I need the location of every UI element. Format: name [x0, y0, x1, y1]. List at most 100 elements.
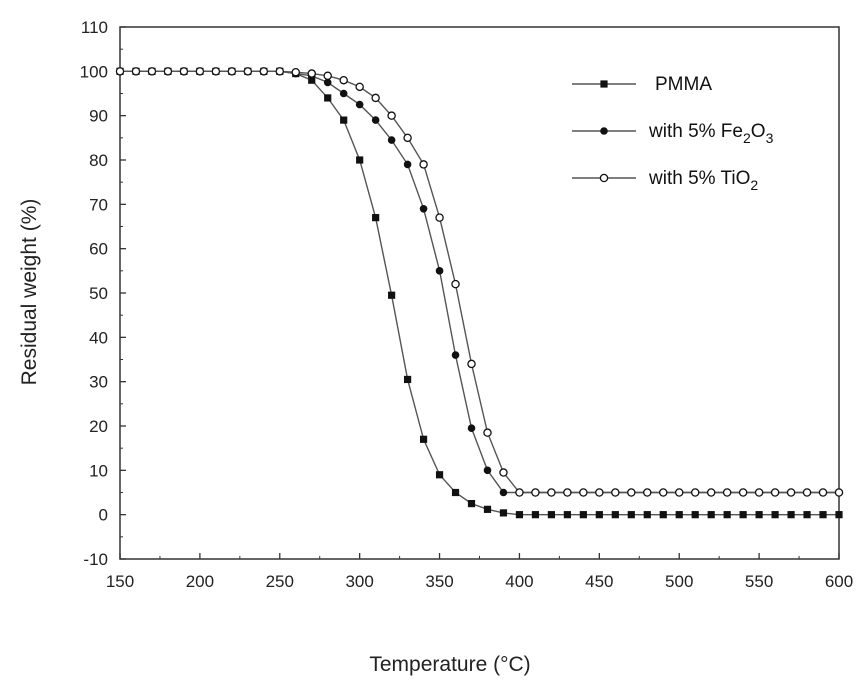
data-point — [131, 67, 141, 76]
axis-ticks: 150 200 250 300 350 400 450 500 550 600 -10 0 10 20 30… — [80, 18, 854, 591]
data-point — [435, 267, 444, 275]
y-tick-label: 10 — [89, 461, 108, 480]
data-point — [690, 488, 700, 497]
data-point — [643, 511, 651, 519]
data-point — [483, 505, 492, 513]
data-point — [754, 488, 764, 497]
data-point — [404, 375, 412, 384]
data-point — [819, 511, 827, 519]
data-point — [435, 213, 444, 222]
y-tick-label: 20 — [89, 417, 108, 436]
data-point — [563, 511, 571, 519]
series-2 — [115, 67, 844, 497]
series-line — [120, 70, 839, 494]
data-point — [691, 511, 699, 519]
data-point — [356, 156, 364, 164]
data-point — [786, 488, 796, 497]
data-point — [611, 511, 619, 519]
data-point — [339, 75, 348, 85]
data-point — [547, 488, 556, 497]
data-point — [483, 466, 492, 475]
data-point — [451, 488, 460, 497]
legend-marker — [599, 173, 609, 183]
x-tick-label: 150 — [106, 572, 134, 591]
y-tick-label: 40 — [89, 328, 108, 347]
data-point — [355, 82, 364, 92]
x-tick-label: 300 — [345, 572, 373, 591]
data-point — [387, 136, 396, 144]
data-point — [547, 511, 555, 519]
data-point — [323, 78, 332, 87]
x-tick-label: 500 — [665, 572, 693, 591]
legend-item-0: PMMA — [572, 74, 712, 95]
data-point — [419, 160, 428, 169]
data-point — [435, 471, 444, 479]
data-point — [818, 488, 828, 497]
data-point — [658, 488, 668, 497]
data-point — [451, 279, 460, 289]
data-point — [372, 214, 380, 222]
data-point — [803, 511, 811, 519]
legend: PMMA with 5% Fe2O3 with 5% TiO2 — [572, 74, 774, 193]
data-point — [706, 488, 716, 497]
data-point — [403, 133, 412, 143]
data-point — [195, 67, 205, 76]
data-point — [339, 89, 348, 98]
x-tick-label: 550 — [745, 572, 773, 591]
y-tick-label: 50 — [89, 284, 108, 303]
x-tick-label: 600 — [825, 572, 853, 591]
y-tick-label: 30 — [89, 373, 108, 392]
data-point — [579, 511, 587, 519]
data-point — [611, 488, 620, 497]
data-point — [643, 488, 652, 497]
y-tick-label: 70 — [89, 195, 108, 214]
data-point — [387, 111, 396, 120]
data-point — [147, 67, 157, 76]
data-point — [627, 488, 636, 497]
legend-label: with 5% TiO2 — [648, 168, 758, 193]
data-point — [115, 67, 125, 76]
legend-label: with 5% Fe2O3 — [648, 121, 774, 146]
data-point — [755, 511, 763, 519]
data-point — [227, 67, 237, 76]
data-point — [371, 93, 380, 103]
y-tick-label: -10 — [83, 550, 108, 569]
data-point — [659, 511, 667, 519]
data-point — [579, 488, 588, 497]
data-point — [340, 116, 348, 124]
legend-marker — [600, 127, 608, 135]
plot-frame — [119, 26, 840, 560]
legend-marker — [600, 80, 608, 88]
y-tick-label: 110 — [81, 18, 108, 37]
data-point — [467, 359, 476, 369]
data-point — [515, 488, 524, 497]
data-point — [834, 488, 844, 497]
x-tick-label: 350 — [425, 572, 453, 591]
x-tick-label: 450 — [585, 572, 613, 591]
data-point — [515, 511, 524, 519]
data-point — [211, 67, 221, 76]
data-point — [499, 509, 508, 517]
data-point — [275, 67, 285, 76]
data-point — [675, 511, 683, 519]
data-point — [403, 160, 412, 169]
data-point — [738, 488, 748, 497]
y-tick-label: 80 — [89, 151, 108, 170]
data-point — [499, 468, 508, 477]
data-point — [371, 116, 380, 124]
data-point — [595, 488, 604, 497]
y-tick-label: 60 — [89, 240, 108, 259]
data-point — [563, 488, 572, 497]
data-point — [835, 511, 843, 519]
data-point — [531, 488, 540, 497]
y-axis-title: Residual weight (%) — [18, 199, 41, 386]
legend-item-2: with 5% TiO2 — [572, 168, 758, 193]
data-point — [324, 94, 332, 102]
legend-item-1: with 5% Fe2O3 — [572, 121, 774, 146]
data-point — [323, 71, 332, 81]
legend-label: PMMA — [655, 74, 712, 95]
x-tick-label: 200 — [186, 572, 214, 591]
data-point — [739, 511, 747, 519]
data-point — [467, 424, 476, 433]
